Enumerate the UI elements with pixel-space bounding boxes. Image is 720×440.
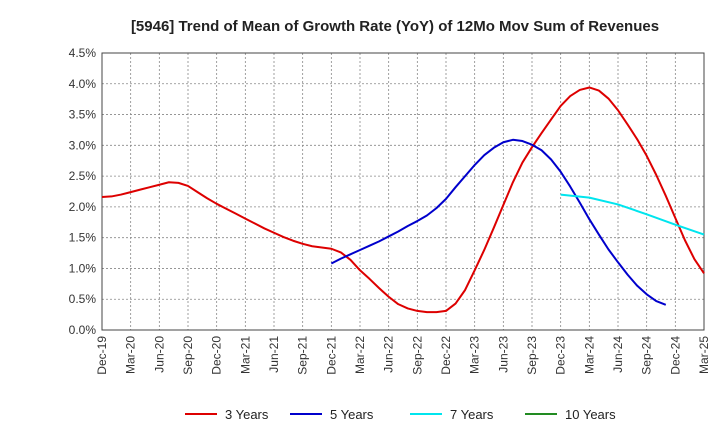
x-tick-label: Dec-20 [210,336,224,375]
x-tick-label: Mar-22 [353,336,367,374]
plot-area: 0.0% 0.5% 1.0% 1.5% 2.0% 2.5% 3.0% 3.5% 4.0% 4.5%… [69,46,711,375]
x-tick-label: Dec-23 [554,336,568,375]
legend-label-5-years: 5 Years [330,407,374,422]
y-tick-label: 3.0% [69,138,97,152]
y-tick-label: 1.5% [69,231,97,245]
y-tick-label: 4.5% [69,46,97,60]
plot-background [102,53,704,330]
x-tick-label: Sep-23 [525,336,539,375]
chart-title: [5946] Trend of Mean of Growth Rate (YoY… [131,18,659,35]
x-tick-label: Jun-23 [496,336,510,373]
x-tick-label: Jun-21 [267,336,281,373]
legend-label-10-years: 10 Years [565,407,616,422]
x-tick-label: Mar-20 [124,336,138,374]
y-tick-label: 1.0% [69,261,97,275]
x-tick-label: Sep-24 [640,336,654,375]
y-tick-label: 2.0% [69,200,97,214]
legend-label-3-years: 3 Years [225,407,269,422]
x-tick-label: Dec-22 [439,336,453,375]
series-line-7-years [560,193,705,236]
x-tick-label: Jun-22 [382,336,396,373]
x-tick-label: Mar-23 [468,336,482,374]
y-tick-label: 0.0% [69,323,97,337]
series-line-5-years [330,138,667,306]
legend-label-7-years: 7 Years [450,407,494,422]
y-tick-label: 0.5% [69,292,97,306]
x-tick-label: Sep-22 [410,336,424,375]
x-tick-label: Mar-24 [582,336,596,374]
x-tick-label: Dec-21 [324,336,338,375]
x-tick-label: Sep-20 [181,336,195,375]
x-tick-label: Dec-19 [95,336,109,375]
x-tick-label: Jun-20 [152,336,166,373]
y-tick-label: 4.0% [69,77,97,91]
y-tick-label: 2.5% [69,169,97,183]
x-tick-label: Mar-25 [697,336,711,374]
x-tick-label: Mar-21 [238,336,252,374]
series-line-3-years [101,86,705,314]
plot-frame [101,52,705,331]
x-tick-label: Jun-24 [611,336,625,373]
x-tick-label: Sep-21 [296,336,310,375]
x-tick-label: Dec-24 [668,336,682,375]
legend: 3 Years 5 Years 7 Years 10 Years [185,407,616,422]
y-tick-label: 3.5% [69,108,97,122]
